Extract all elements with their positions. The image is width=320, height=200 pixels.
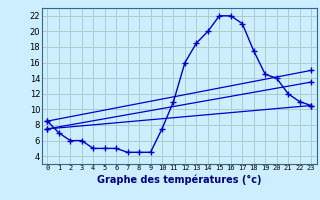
X-axis label: Graphe des températures (°c): Graphe des températures (°c) <box>97 174 261 185</box>
